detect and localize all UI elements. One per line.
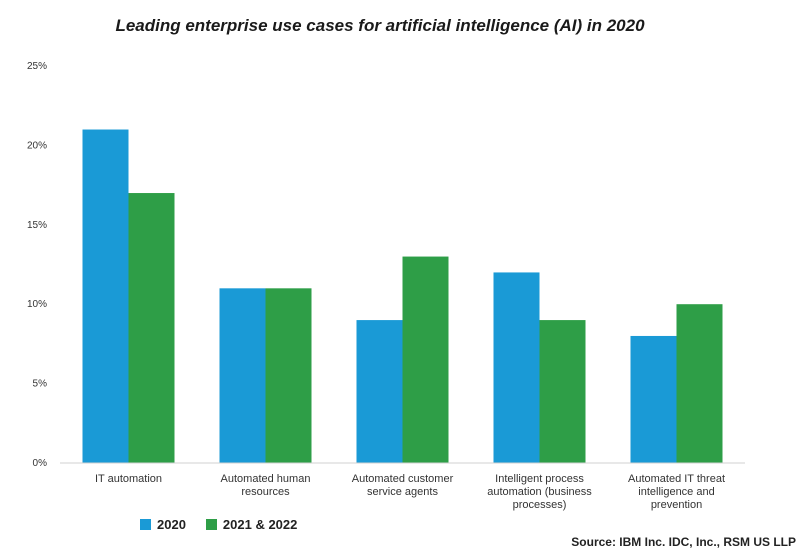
bars: [82, 129, 723, 464]
x-tick-label: IT automation: [95, 473, 162, 485]
legend: 2020 2021 & 2022: [140, 517, 297, 532]
legend-item-2021-2022: 2021 & 2022: [205, 517, 298, 532]
x-axis-ticks: IT automation Automated human resources Aut…: [95, 473, 725, 511]
bar-series2-cat2: [265, 288, 312, 463]
y-tick-label: 20%: [27, 140, 47, 151]
bar-series2-cat5: [676, 304, 723, 463]
x-tick-label: Automated IT threat intelligence and preve…: [628, 473, 725, 511]
y-tick-label: 10%: [27, 299, 47, 310]
y-tick-label: 5%: [33, 379, 48, 390]
bar-series1-cat4: [493, 272, 540, 463]
bar-series1-cat3: [356, 320, 403, 463]
legend-label-2020: 2020: [157, 517, 186, 532]
legend-item-2020: 2020: [140, 517, 186, 532]
y-tick-label: 0%: [33, 458, 48, 469]
bar-series1-cat5: [630, 335, 677, 463]
legend-swatch-2021-2022: [205, 519, 217, 530]
legend-label-2021-2022: 2021 & 2022: [222, 517, 298, 532]
y-tick-label: 25%: [27, 61, 47, 72]
legend-swatch-2020: [140, 519, 151, 530]
y-tick-label: 15%: [27, 220, 47, 231]
x-tick-label: Automated customer service agents: [352, 473, 454, 498]
source-note: Source: IBM Inc. IDC, Inc., RSM US LLP: [571, 535, 796, 549]
y-axis-ticks: 0% 5% 10% 15% 20% 25%: [27, 61, 47, 469]
bar-series2-cat3: [402, 256, 449, 463]
x-tick-label: Automated human resources: [221, 473, 311, 498]
x-tick-label: Intelligent process automation (business p…: [487, 473, 592, 511]
chart-title: Leading enterprise use cases for artific…: [115, 16, 645, 35]
bar-series1-cat1: [82, 129, 129, 463]
bar-series1-cat2: [219, 288, 266, 463]
bar-series2-cat1: [128, 193, 175, 464]
bar-series2-cat4: [539, 320, 586, 463]
